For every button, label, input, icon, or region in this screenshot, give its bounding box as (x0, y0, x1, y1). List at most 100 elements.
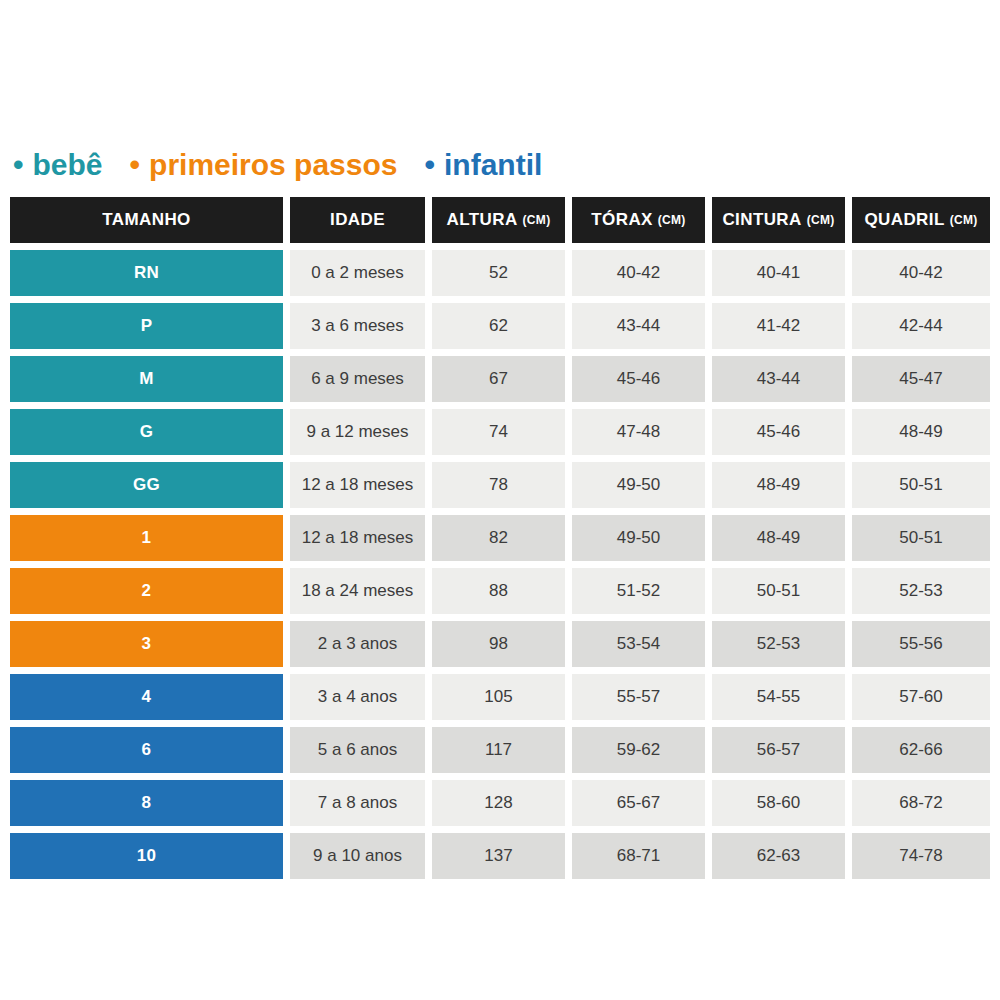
size-cell: M (10, 356, 283, 402)
idade-cell: 3 a 6 meses (290, 303, 425, 349)
cintura-cell: 43-44 (712, 356, 845, 402)
size-guide-page: •bebê •primeiros passos •infantil TAMANH… (0, 0, 1000, 1000)
header-unit: (CM) (523, 213, 551, 227)
size-table: TAMANHO IDADE ALTURA (CM) TÓRAX (CM) CINTU… (10, 197, 990, 879)
idade-cell: 6 a 9 meses (290, 356, 425, 402)
torax-cell: 40-42 (572, 250, 705, 296)
size-cell: GG (10, 462, 283, 508)
quadril-cell: 68-72 (852, 780, 990, 826)
torax-cell: 68-71 (572, 833, 705, 879)
idade-cell: 7 a 8 anos (290, 780, 425, 826)
torax-cell: 45-46 (572, 356, 705, 402)
cintura-cell: 48-49 (712, 515, 845, 561)
quadril-cell: 62-66 (852, 727, 990, 773)
quadril-cell: 50-51 (852, 515, 990, 561)
quadril-cell: 52-53 (852, 568, 990, 614)
altura-cell: 137 (432, 833, 565, 879)
quadril-cell: 55-56 (852, 621, 990, 667)
altura-cell: 78 (432, 462, 565, 508)
cintura-cell: 52-53 (712, 621, 845, 667)
legend-label-infantil: infantil (444, 148, 542, 181)
size-cell: 3 (10, 621, 283, 667)
quadril-cell: 40-42 (852, 250, 990, 296)
cintura-cell: 50-51 (712, 568, 845, 614)
torax-cell: 59-62 (572, 727, 705, 773)
header-unit: (CM) (658, 213, 686, 227)
legend-label-primeiros-passos: primeiros passos (149, 148, 397, 181)
header-label: IDADE (330, 210, 385, 230)
header-cell-idade: IDADE (290, 197, 425, 243)
bullet-icon: • (13, 146, 24, 184)
header-label: QUADRIL (864, 210, 944, 230)
torax-cell: 55-57 (572, 674, 705, 720)
header-cell-torax: TÓRAX (CM) (572, 197, 705, 243)
idade-cell: 3 a 4 anos (290, 674, 425, 720)
size-cell: 4 (10, 674, 283, 720)
idade-cell: 0 a 2 meses (290, 250, 425, 296)
altura-cell: 67 (432, 356, 565, 402)
size-cell: 6 (10, 727, 283, 773)
header-label: ALTURA (447, 210, 518, 230)
header-cell-tamanho: TAMANHO (10, 197, 283, 243)
torax-cell: 47-48 (572, 409, 705, 455)
header-label: TAMANHO (102, 210, 190, 230)
idade-cell: 18 a 24 meses (290, 568, 425, 614)
cintura-cell: 40-41 (712, 250, 845, 296)
header-cell-cintura: CINTURA (CM) (712, 197, 845, 243)
cintura-cell: 54-55 (712, 674, 845, 720)
size-cell: RN (10, 250, 283, 296)
idade-cell: 9 a 12 meses (290, 409, 425, 455)
idade-cell: 2 a 3 anos (290, 621, 425, 667)
size-cell: 8 (10, 780, 283, 826)
size-cell: 1 (10, 515, 283, 561)
cintura-cell: 41-42 (712, 303, 845, 349)
altura-cell: 88 (432, 568, 565, 614)
legend-item-primeiros-passos: •primeiros passos (130, 146, 398, 184)
altura-cell: 52 (432, 250, 565, 296)
cintura-cell: 62-63 (712, 833, 845, 879)
header-unit: (CM) (950, 213, 978, 227)
idade-cell: 9 a 10 anos (290, 833, 425, 879)
size-cell: 2 (10, 568, 283, 614)
legend-item-infantil: •infantil (425, 146, 543, 184)
torax-cell: 43-44 (572, 303, 705, 349)
altura-cell: 117 (432, 727, 565, 773)
idade-cell: 12 a 18 meses (290, 462, 425, 508)
idade-cell: 5 a 6 anos (290, 727, 425, 773)
torax-cell: 53-54 (572, 621, 705, 667)
altura-cell: 82 (432, 515, 565, 561)
size-cell: 10 (10, 833, 283, 879)
header-label: TÓRAX (591, 210, 653, 230)
size-cell: P (10, 303, 283, 349)
altura-cell: 98 (432, 621, 565, 667)
quadril-cell: 57-60 (852, 674, 990, 720)
quadril-cell: 48-49 (852, 409, 990, 455)
cintura-cell: 48-49 (712, 462, 845, 508)
quadril-cell: 50-51 (852, 462, 990, 508)
altura-cell: 105 (432, 674, 565, 720)
header-cell-quadril: QUADRIL (CM) (852, 197, 990, 243)
altura-cell: 74 (432, 409, 565, 455)
header-label: CINTURA (722, 210, 801, 230)
quadril-cell: 45-47 (852, 356, 990, 402)
quadril-cell: 42-44 (852, 303, 990, 349)
torax-cell: 65-67 (572, 780, 705, 826)
header-unit: (CM) (807, 213, 835, 227)
torax-cell: 51-52 (572, 568, 705, 614)
torax-cell: 49-50 (572, 462, 705, 508)
torax-cell: 49-50 (572, 515, 705, 561)
altura-cell: 62 (432, 303, 565, 349)
altura-cell: 128 (432, 780, 565, 826)
legend: •bebê •primeiros passos •infantil (10, 146, 990, 184)
header-cell-altura: ALTURA (CM) (432, 197, 565, 243)
bullet-icon: • (130, 146, 141, 184)
idade-cell: 12 a 18 meses (290, 515, 425, 561)
quadril-cell: 74-78 (852, 833, 990, 879)
bullet-icon: • (425, 146, 436, 184)
cintura-cell: 56-57 (712, 727, 845, 773)
legend-item-bebe: • bebê (13, 146, 103, 184)
cintura-cell: 58-60 (712, 780, 845, 826)
legend-label-bebe: bebê (33, 148, 103, 181)
cintura-cell: 45-46 (712, 409, 845, 455)
size-cell: G (10, 409, 283, 455)
